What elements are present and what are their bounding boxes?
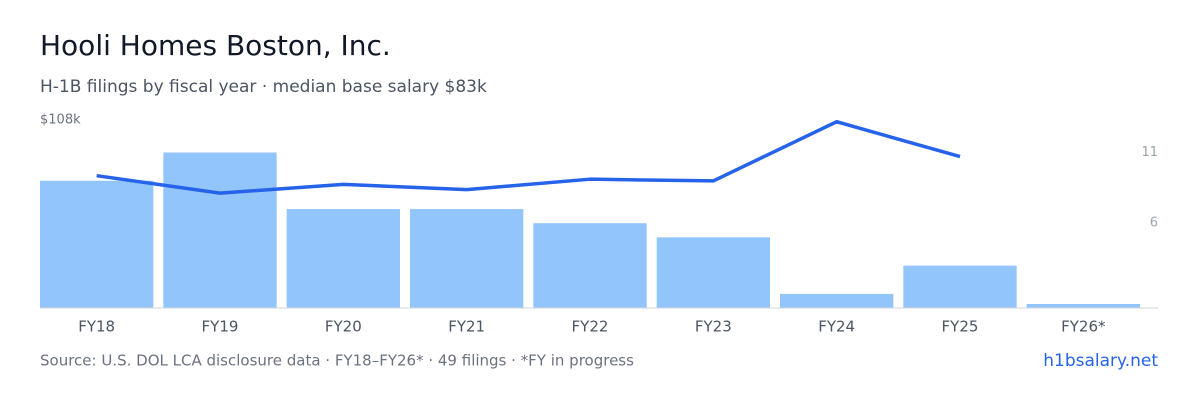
x-tick-label: FY24 <box>818 318 855 336</box>
chart-title: Hooli Homes Boston, Inc. <box>40 29 391 62</box>
x-tick-label: FY19 <box>202 318 239 336</box>
bar <box>410 209 524 308</box>
bar <box>533 223 647 308</box>
bar <box>40 180 154 308</box>
x-tick-label: FY20 <box>325 318 362 336</box>
salary-line <box>96 119 961 195</box>
y2-tick-label: 11 <box>1141 145 1158 160</box>
y2-tick-label: 6 <box>1150 216 1158 231</box>
bar <box>903 265 1017 308</box>
brand-link[interactable]: h1bsalary.net <box>1043 351 1158 371</box>
x-tick-label: FY21 <box>448 318 485 336</box>
bar <box>656 237 770 308</box>
x-tick-label: FY25 <box>942 318 979 336</box>
chart-subtitle: H-1B filings by fiscal year · median bas… <box>40 77 487 97</box>
bar <box>1026 304 1140 308</box>
x-tick-label: FY22 <box>572 318 609 336</box>
x-tick-label: FY26* <box>1061 318 1106 336</box>
bar <box>286 209 400 308</box>
x-tick-label: FY18 <box>78 318 115 336</box>
x-tick-label: FY23 <box>695 318 732 336</box>
footer: Source: U.S. DOL LCA disclosure data · F… <box>40 352 634 370</box>
bar <box>780 293 894 308</box>
bar <box>163 152 277 308</box>
y-tick-label: $108k <box>40 113 81 128</box>
